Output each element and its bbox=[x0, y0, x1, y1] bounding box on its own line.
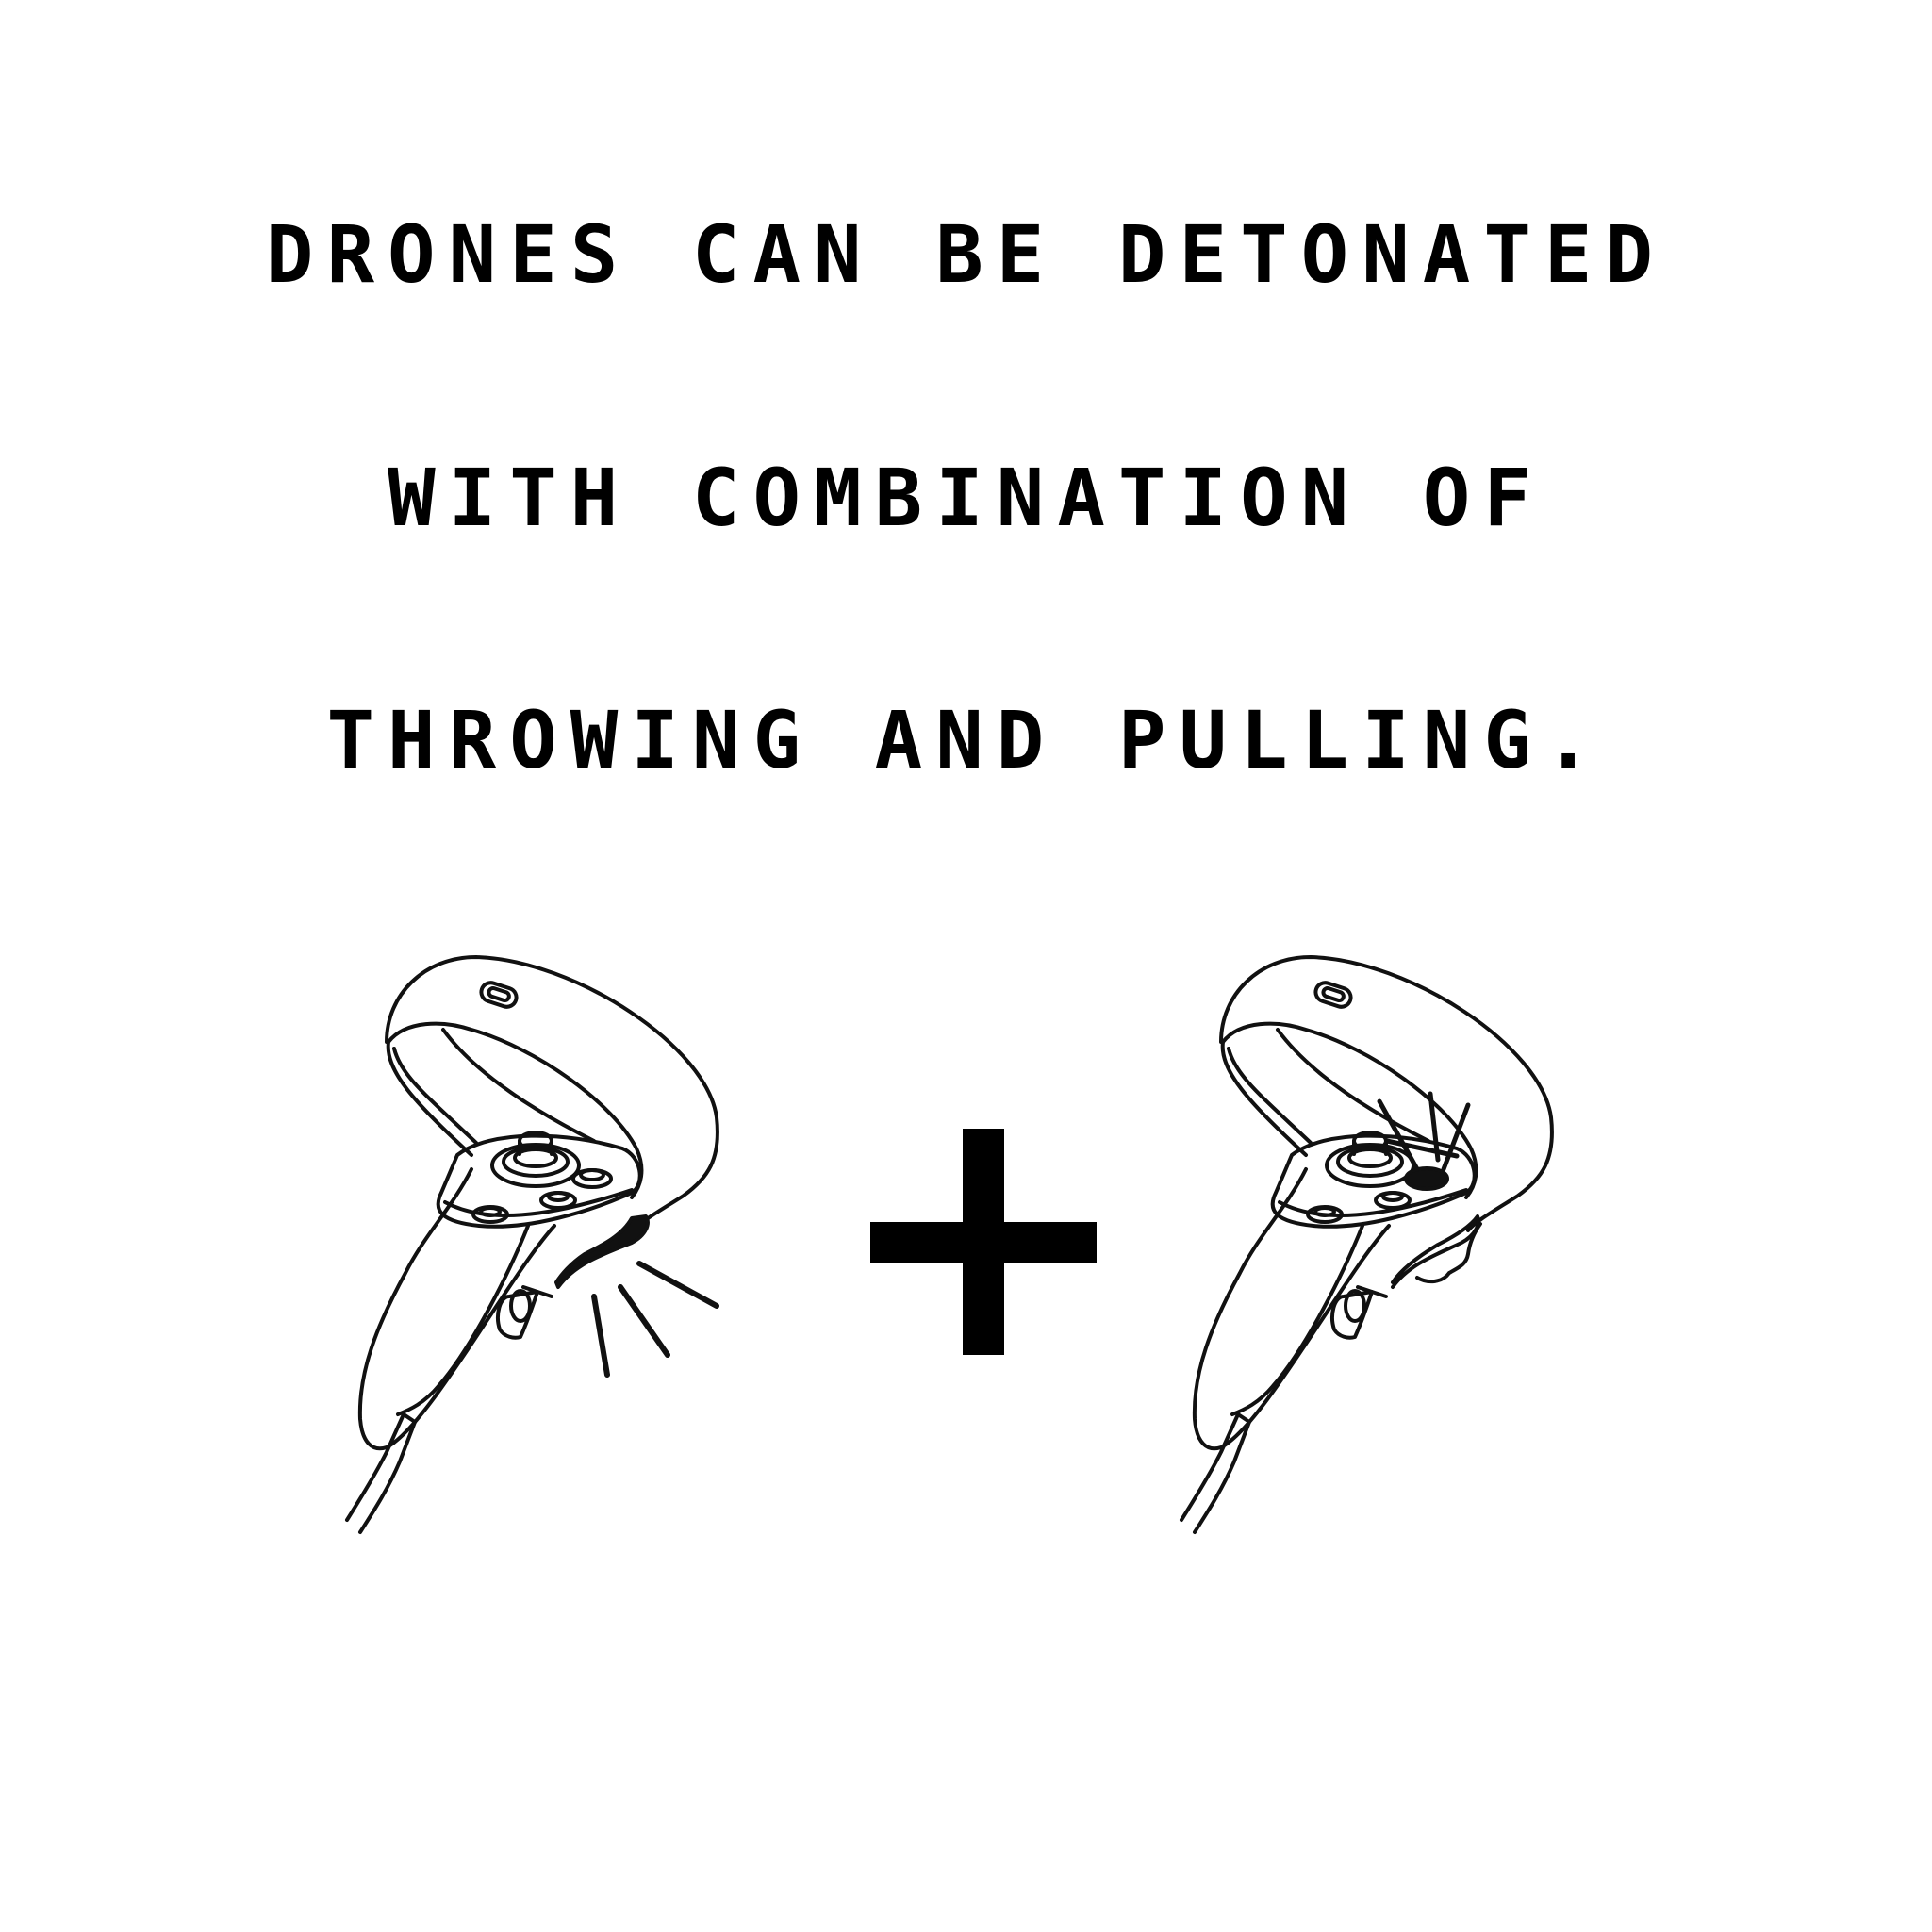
thumbstick bbox=[490, 1143, 581, 1188]
controller-ring-inner bbox=[387, 1021, 644, 1199]
motion-line bbox=[636, 1261, 719, 1309]
grip-button bbox=[496, 1290, 539, 1340]
trigger bbox=[1391, 1214, 1480, 1289]
ring-slot bbox=[479, 981, 519, 1009]
controller-handle bbox=[357, 1167, 556, 1451]
trigger bbox=[554, 1214, 650, 1289]
cable bbox=[345, 1412, 405, 1522]
vr-controller-trigger-pull-icon bbox=[345, 955, 719, 1534]
press-line bbox=[1377, 1098, 1420, 1172]
face-button-pressed bbox=[1404, 1166, 1449, 1191]
plus-vertical-bar bbox=[963, 1129, 1004, 1355]
instruction-line-3: THROWING AND PULLING. bbox=[326, 694, 1606, 786]
vr-controller-button-press-icon bbox=[1180, 955, 1554, 1534]
instruction-line-2: WITH COMBINATION OF bbox=[388, 452, 1544, 544]
plus-icon bbox=[870, 1129, 1097, 1355]
instruction-line-1: DRONES CAN BE DETONATED bbox=[265, 208, 1667, 301]
controller-ring-outer bbox=[385, 955, 719, 1232]
